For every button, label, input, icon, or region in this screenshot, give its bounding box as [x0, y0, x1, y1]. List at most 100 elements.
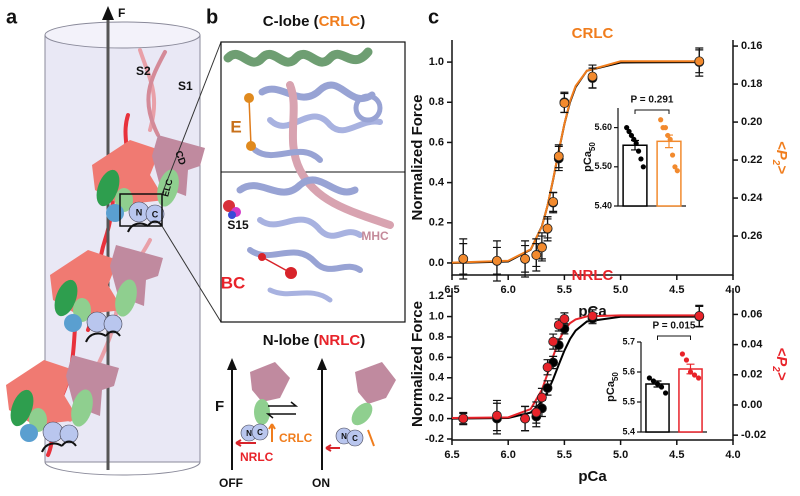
nrlc-arrow	[235, 439, 256, 447]
probe-atom	[244, 93, 254, 103]
y-tick-label: 0.6	[429, 351, 444, 363]
y2-tick-label: 0.06	[741, 308, 762, 320]
y2-tick-label: 0.20	[741, 116, 762, 128]
probe-atom	[258, 253, 266, 261]
x-tick-label: 5.0	[613, 284, 628, 296]
data-point	[458, 253, 469, 264]
nrlc-label: NRLC	[240, 450, 274, 464]
c-label: C	[352, 434, 358, 443]
y-axis-title-part: pCa	[605, 380, 617, 402]
y2-axis-title-part: <P	[773, 141, 790, 161]
data-point	[548, 196, 559, 207]
y-axis-title-part: pCa	[582, 150, 594, 172]
y2-tick-label: 0.04	[741, 339, 763, 351]
e-label: E	[230, 117, 241, 136]
helix	[267, 287, 333, 303]
y2-axis-title: <P2>	[770, 141, 790, 174]
y-tick-label: 5.4	[622, 426, 635, 436]
panel-b: b C-lobe (CRLC) E MHC S15 BC N-	[206, 6, 406, 490]
replicate-point	[658, 384, 665, 390]
probe-atom	[285, 267, 297, 279]
x-tick-label: 5.5	[557, 284, 572, 296]
on-label: ON	[312, 476, 330, 490]
c-lobe-structure	[223, 47, 394, 229]
replicate-point	[672, 164, 678, 170]
data-point	[520, 413, 530, 424]
x-tick-label: 6.0	[501, 284, 516, 296]
title-part: )	[360, 13, 365, 30]
bar	[656, 140, 682, 207]
myosin-head-pair	[92, 135, 205, 233]
rlc-c	[251, 423, 269, 441]
c-label: C	[152, 209, 159, 219]
zoom-box	[119, 193, 163, 227]
rlc-c	[346, 429, 364, 447]
data-point	[553, 151, 564, 162]
helix	[236, 176, 359, 196]
converter-domain	[250, 362, 290, 402]
data-point	[537, 392, 547, 403]
elc-label: ELC	[160, 177, 174, 197]
replicate-point	[628, 132, 635, 139]
y-tick-label: 0.0	[429, 257, 444, 269]
title-part: N-lobe (	[263, 332, 319, 349]
cylinder-top	[44, 21, 201, 49]
y-tick-label: 0.2	[429, 217, 444, 229]
equilibrium-arrows	[265, 401, 299, 419]
replicate-point	[691, 372, 698, 378]
off-label: OFF	[219, 476, 243, 490]
structure-title: C-lobe (CRLC)	[263, 13, 366, 30]
fit-curve	[451, 315, 700, 420]
x-tick-label: 5.0	[613, 449, 628, 461]
s1-label: S1	[178, 79, 193, 93]
replicate-point	[624, 125, 630, 131]
data-point	[492, 255, 502, 266]
data-point	[542, 223, 553, 234]
replicate-point	[687, 369, 694, 375]
panel-a: a F S2 S1 CD ELC N C	[5, 6, 222, 476]
data-point	[587, 311, 598, 321]
replicate-point	[662, 125, 669, 131]
replicate-point	[650, 378, 657, 384]
significance-bracket	[634, 109, 670, 114]
replicate-point	[679, 351, 686, 357]
y-axis-title: Normalized Force	[409, 95, 426, 221]
replicate-point	[658, 117, 664, 123]
n-label: N	[341, 432, 347, 441]
probe-atom	[246, 141, 256, 151]
elc	[254, 399, 270, 425]
arrowhead	[317, 358, 327, 370]
y2-axis-title-part: >	[773, 165, 790, 174]
rlc-dark	[106, 204, 124, 222]
title-part: CRLC	[319, 13, 361, 30]
data-point	[542, 362, 553, 373]
force-label: F	[118, 6, 125, 20]
bc-label: BC	[221, 273, 246, 292]
s15-atom	[228, 211, 236, 219]
chart-title: NRLC	[572, 267, 614, 284]
y2-tick-label: 0.18	[741, 78, 762, 90]
n-label: N	[246, 429, 252, 438]
y-axis-title-part: 50	[588, 142, 597, 151]
panel-c: 6.5 6.0 5.5 5.0 4.5 4.0 0.0 0.2 0.4 0.6 0.8 1.0 0.16…	[409, 25, 790, 485]
helix	[223, 47, 373, 67]
replicate-point	[633, 140, 639, 146]
s2-label: S2	[136, 64, 151, 78]
y-tick-label: 5.60	[594, 122, 612, 132]
helix-turn	[353, 93, 383, 123]
data-point	[458, 413, 469, 424]
rlc-c	[145, 204, 165, 224]
data-point	[537, 242, 547, 253]
replicate-point	[626, 128, 632, 135]
distance-e	[248, 97, 252, 147]
x-tick-label: 4.0	[725, 449, 740, 461]
y-tick-label: 5.40	[594, 200, 612, 210]
y2-axis-title-part: >	[773, 372, 790, 381]
helix	[258, 81, 376, 102]
data-point	[548, 336, 559, 347]
converter-domain	[355, 362, 396, 404]
n-lobe-structure	[236, 176, 363, 303]
crlc-arrow	[268, 423, 276, 442]
y-tick-label: 5.5	[622, 396, 635, 406]
